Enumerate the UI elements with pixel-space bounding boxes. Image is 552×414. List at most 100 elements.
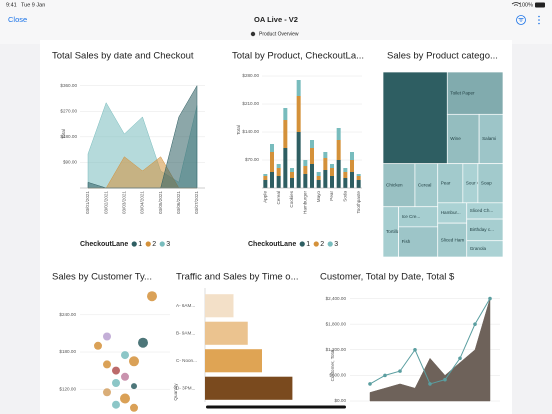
y-tick-label: $0.00 <box>335 398 347 403</box>
line-point <box>383 373 387 378</box>
bubble <box>103 388 111 397</box>
bar <box>205 294 234 318</box>
bar-segment <box>336 140 341 160</box>
line-point <box>368 382 372 386</box>
y-tick-label: $180.00 <box>60 134 77 139</box>
bar-segment <box>330 168 334 176</box>
line-point <box>428 382 432 386</box>
bar-segment <box>343 168 348 172</box>
bubble <box>129 356 139 367</box>
bar-segment <box>323 152 328 158</box>
y-tick-label: D- 3PM... <box>176 385 195 390</box>
y-tick-label: A- 6AM... <box>176 303 195 308</box>
chart-title: Sales by Customer Ty... <box>52 272 152 283</box>
treemap-cell <box>437 163 464 204</box>
x-tick-label: 03/01/2021 <box>85 191 90 214</box>
legend-label: 2 <box>152 241 156 248</box>
bar-segment <box>356 176 361 180</box>
bar-segment <box>330 176 334 188</box>
treemap-cell <box>466 240 504 258</box>
menu-button[interactable] <box>538 15 540 25</box>
treemap-cell <box>477 163 504 204</box>
bar-segment <box>283 120 288 148</box>
chart-title: Sales by Product catego... <box>387 51 498 62</box>
subtitle-icon <box>250 31 256 37</box>
chart-title: Traffic and Sales by Time o... <box>176 272 299 283</box>
legend-swatch <box>313 241 319 247</box>
bubble <box>130 403 138 412</box>
line-point <box>398 369 402 373</box>
bar-segment <box>310 148 314 164</box>
y-tick-label: $280.00 <box>242 73 259 78</box>
bar-segment <box>296 96 301 132</box>
bar-segment <box>310 140 314 148</box>
y-tick-label: $120.00 <box>59 386 76 391</box>
legend-title: CheckoutLane <box>80 241 128 248</box>
x-tick-label: Soda <box>343 191 348 202</box>
page-subtitle: Product Overview <box>259 31 299 37</box>
menu-dot <box>538 19 540 21</box>
line-point <box>413 347 417 352</box>
area <box>369 298 491 402</box>
top-bar <box>0 0 552 44</box>
status-time: 9:41 <box>6 2 17 8</box>
y-tick-label: $2,400.00 <box>326 296 347 301</box>
close-button[interactable]: Close <box>8 15 27 24</box>
home-indicator <box>206 405 346 409</box>
bar-segment <box>283 148 288 188</box>
x-tick-label: 03/06/2021 <box>176 191 181 214</box>
legend-label: 2 <box>320 241 324 248</box>
y-tick-label: $1,800.00 <box>326 321 347 326</box>
treemap-label: Pear <box>441 180 451 185</box>
bar-segment <box>303 160 308 166</box>
menu-dot <box>538 15 540 18</box>
x-tick-label: 03/03/2021 <box>122 191 127 214</box>
y-axis-label: Quantity <box>173 383 178 401</box>
bar <box>205 376 293 400</box>
chart-title: Customer, Total by Date, Total $ <box>320 272 455 283</box>
bar-segment <box>343 172 348 178</box>
bubble <box>103 360 111 369</box>
treemap-label: Hambur... <box>441 210 461 215</box>
bar-segment <box>290 178 294 188</box>
treemap-cell <box>398 226 439 258</box>
filter-button[interactable] <box>516 15 526 25</box>
filter-icon <box>518 18 524 22</box>
bar-segment <box>270 144 274 152</box>
bar-segment <box>316 180 321 188</box>
legend-swatch <box>299 241 305 247</box>
treemap-label: Sliced Ham <box>441 237 465 242</box>
treemap-label: Sour Cr... <box>466 180 485 185</box>
bar-segment <box>323 158 328 170</box>
treemap-label: Fish <box>402 239 411 244</box>
y-tick-label: $240.00 <box>59 312 76 317</box>
y-tick-label: B- 9AM... <box>176 330 195 335</box>
bar-segment <box>356 174 361 176</box>
legend-swatch <box>145 241 151 247</box>
status-battery: 100% <box>519 2 533 8</box>
bar-segment <box>296 80 301 96</box>
y-tick-label: $1,200.00 <box>326 347 347 352</box>
treemap-label: Sliced Ch... <box>470 208 494 213</box>
y-tick-label: $210.00 <box>242 101 259 106</box>
bar-segment <box>296 132 301 188</box>
line-point <box>443 377 447 382</box>
bar-segment <box>336 128 341 140</box>
wifi-icon <box>511 2 521 6</box>
bubble <box>147 291 157 302</box>
treemap-label: Tortilla <box>386 229 400 234</box>
bar-segment <box>270 172 274 188</box>
bar-segment <box>316 172 321 176</box>
line-point <box>473 322 477 326</box>
treemap-cell <box>382 71 448 165</box>
bar-segment <box>356 180 361 188</box>
legend-label: 3 <box>166 241 170 248</box>
bar-segment <box>336 160 341 188</box>
legend-swatch <box>327 241 333 247</box>
x-tick-label: Cereal <box>276 191 281 205</box>
x-tick-label: Toothpaste <box>356 191 361 214</box>
bar-segment <box>263 180 268 188</box>
x-tick-label: Cookies <box>289 190 294 207</box>
x-tick-label: Apple <box>263 191 268 203</box>
